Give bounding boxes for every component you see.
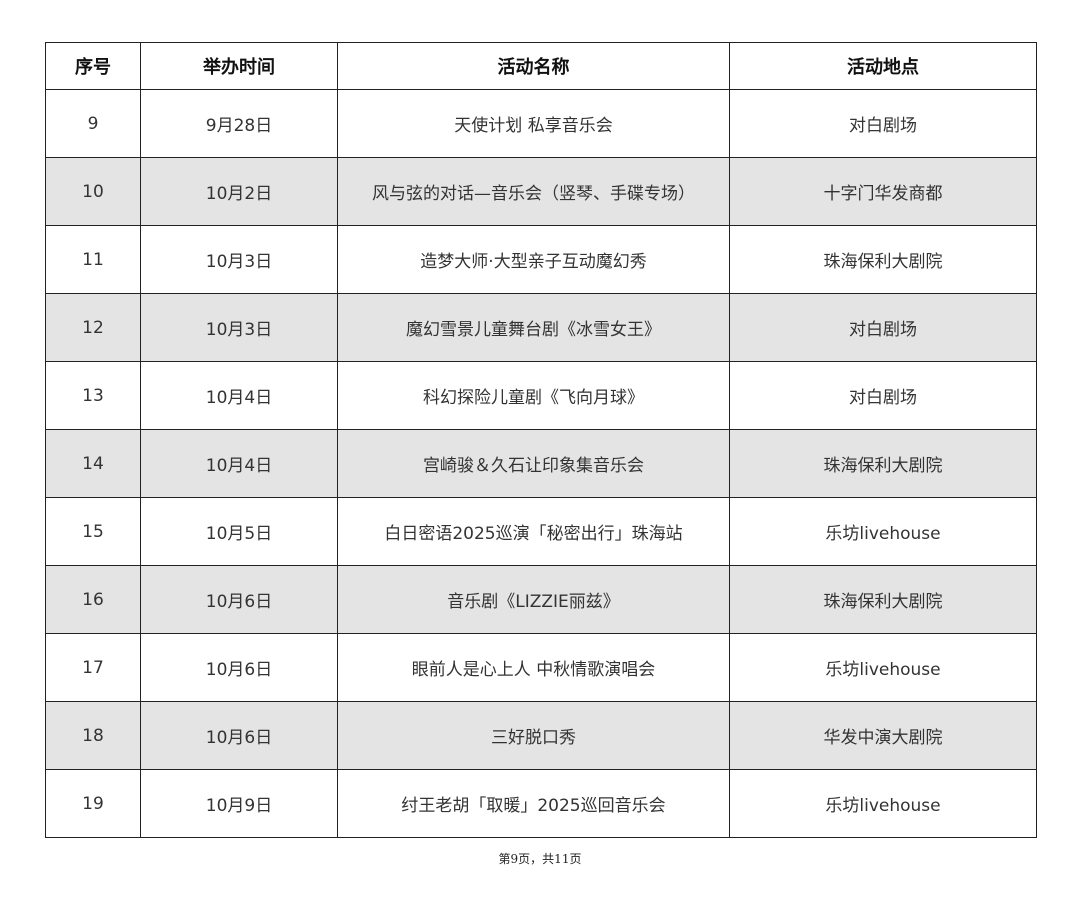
cell-index: 9 <box>45 89 141 158</box>
cell-index: 16 <box>45 565 141 634</box>
cell-venue: 乐坊livehouse <box>729 769 1037 838</box>
cell-date: 10月5日 <box>140 497 338 566</box>
cell-event-name: 科幻探险儿童剧《飞向月球》 <box>337 361 730 430</box>
header-index: 序号 <box>45 42 141 90</box>
cell-index: 13 <box>45 361 141 430</box>
table-row: 14 10月4日 宫崎骏＆久石让印象集音乐会 珠海保利大剧院 <box>45 429 1037 498</box>
cell-date: 10月2日 <box>140 157 338 226</box>
cell-venue: 华发中演大剧院 <box>729 701 1037 770</box>
cell-event-name: 眼前人是心上人 中秋情歌演唱会 <box>337 633 730 702</box>
table-row: 17 10月6日 眼前人是心上人 中秋情歌演唱会 乐坊livehouse <box>45 633 1037 702</box>
table-row: 19 10月9日 纣王老胡「取暖」2025巡回音乐会 乐坊livehouse <box>45 769 1037 838</box>
table-row: 15 10月5日 白日密语2025巡演「秘密出行」珠海站 乐坊livehouse <box>45 497 1037 566</box>
table-header-row: 序号 举办时间 活动名称 活动地点 <box>45 42 1037 90</box>
cell-index: 14 <box>45 429 141 498</box>
cell-venue: 珠海保利大剧院 <box>729 565 1037 634</box>
cell-venue: 对白剧场 <box>729 361 1037 430</box>
cell-venue: 珠海保利大剧院 <box>729 225 1037 294</box>
table-row: 10 10月2日 风与弦的对话—音乐会（竖琴、手碟专场） 十字门华发商都 <box>45 157 1037 226</box>
cell-event-name: 纣王老胡「取暖」2025巡回音乐会 <box>337 769 730 838</box>
cell-date: 10月4日 <box>140 361 338 430</box>
table-row: 12 10月3日 魔幻雪景儿童舞台剧《冰雪女王》 对白剧场 <box>45 293 1037 362</box>
cell-date: 10月3日 <box>140 225 338 294</box>
cell-venue: 对白剧场 <box>729 89 1037 158</box>
header-date: 举办时间 <box>140 42 338 90</box>
cell-event-name: 风与弦的对话—音乐会（竖琴、手碟专场） <box>337 157 730 226</box>
header-event-name: 活动名称 <box>337 42 730 90</box>
cell-index: 18 <box>45 701 141 770</box>
cell-event-name: 天使计划 私享音乐会 <box>337 89 730 158</box>
cell-event-name: 魔幻雪景儿童舞台剧《冰雪女王》 <box>337 293 730 362</box>
events-table: 序号 举办时间 活动名称 活动地点 9 9月28日 天使计划 私享音乐会 对白剧场 10… <box>45 42 1037 838</box>
table-row: 9 9月28日 天使计划 私享音乐会 对白剧场 <box>45 89 1037 158</box>
cell-index: 10 <box>45 157 141 226</box>
cell-event-name: 三好脱口秀 <box>337 701 730 770</box>
cell-event-name: 造梦大师·大型亲子互动魔幻秀 <box>337 225 730 294</box>
cell-index: 11 <box>45 225 141 294</box>
cell-date: 10月6日 <box>140 701 338 770</box>
cell-venue: 对白剧场 <box>729 293 1037 362</box>
cell-date: 10月9日 <box>140 769 338 838</box>
table-row: 13 10月4日 科幻探险儿童剧《飞向月球》 对白剧场 <box>45 361 1037 430</box>
cell-index: 17 <box>45 633 141 702</box>
table-row: 16 10月6日 音乐剧《LIZZIE丽兹》 珠海保利大剧院 <box>45 565 1037 634</box>
table-row: 11 10月3日 造梦大师·大型亲子互动魔幻秀 珠海保利大剧院 <box>45 225 1037 294</box>
cell-date: 10月6日 <box>140 565 338 634</box>
cell-venue: 乐坊livehouse <box>729 497 1037 566</box>
cell-index: 15 <box>45 497 141 566</box>
cell-event-name: 音乐剧《LIZZIE丽兹》 <box>337 565 730 634</box>
header-venue: 活动地点 <box>729 42 1037 90</box>
cell-index: 19 <box>45 769 141 838</box>
cell-date: 10月6日 <box>140 633 338 702</box>
cell-date: 10月4日 <box>140 429 338 498</box>
cell-event-name: 宫崎骏＆久石让印象集音乐会 <box>337 429 730 498</box>
cell-date: 9月28日 <box>140 89 338 158</box>
cell-venue: 乐坊livehouse <box>729 633 1037 702</box>
page-footer: 第9页，共11页 <box>498 852 582 866</box>
cell-venue: 十字门华发商都 <box>729 157 1037 226</box>
table-row: 18 10月6日 三好脱口秀 华发中演大剧院 <box>45 701 1037 770</box>
cell-date: 10月3日 <box>140 293 338 362</box>
cell-venue: 珠海保利大剧院 <box>729 429 1037 498</box>
cell-index: 12 <box>45 293 141 362</box>
cell-event-name: 白日密语2025巡演「秘密出行」珠海站 <box>337 497 730 566</box>
